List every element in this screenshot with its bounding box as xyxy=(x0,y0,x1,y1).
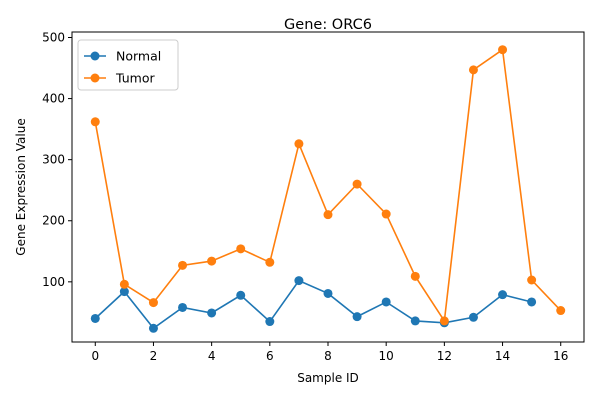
y-tick-label: 500 xyxy=(42,30,65,44)
normal-data-point xyxy=(148,323,158,333)
normal-data-point xyxy=(178,302,188,312)
normal-legend-label: Normal xyxy=(116,49,161,64)
tumor-data-point xyxy=(410,271,420,281)
normal-data-point xyxy=(527,297,537,307)
normal-data-point xyxy=(90,313,100,323)
y-tick-label: 200 xyxy=(42,214,65,228)
tumor-data-point xyxy=(178,260,188,270)
tumor-data-point xyxy=(527,275,537,285)
tumor-data-point xyxy=(90,117,100,127)
normal-series-line xyxy=(94,279,532,330)
normal-data-point xyxy=(381,297,391,307)
normal-data-point xyxy=(323,288,333,298)
normal-legend-marker xyxy=(90,51,100,61)
tumor-data-point xyxy=(323,210,333,220)
tumor-data-point xyxy=(148,298,158,308)
tumor-legend-label: Tumor xyxy=(115,71,155,86)
x-tick-label: 10 xyxy=(379,349,394,363)
tumor-data-point xyxy=(265,257,275,267)
x-tick-label: 6 xyxy=(266,349,274,363)
series-layer xyxy=(90,45,566,333)
normal-data-point xyxy=(352,312,362,322)
tumor-data-point xyxy=(498,45,508,55)
x-tick-label: 14 xyxy=(495,349,510,363)
y-axis-label: Gene Expression Value xyxy=(14,118,28,255)
normal-data-point xyxy=(207,308,217,318)
normal-data-point xyxy=(236,290,246,300)
tumor-legend-marker xyxy=(90,73,100,83)
tumor-data-point xyxy=(381,209,391,219)
normal-data-point xyxy=(468,312,478,322)
tumor-data-point xyxy=(294,139,304,149)
tumor-data-point xyxy=(236,244,246,254)
normal-data-point xyxy=(119,287,129,297)
normal-data-point xyxy=(498,290,508,300)
chart-title: Gene: ORC6 xyxy=(284,17,372,33)
y-tick-label: 400 xyxy=(42,92,65,106)
tumor-data-point xyxy=(468,65,478,75)
x-tick-label: 12 xyxy=(437,349,452,363)
tumor-data-point xyxy=(207,256,217,266)
x-tick-label: 2 xyxy=(150,349,158,363)
tumor-data-point xyxy=(556,306,566,316)
normal-data-point xyxy=(294,276,304,286)
tumor-data-point xyxy=(439,316,449,326)
x-tick-label: 4 xyxy=(208,349,216,363)
x-tick-label: 8 xyxy=(324,349,332,363)
tumor-data-point xyxy=(119,279,129,289)
x-axis-label: Sample ID xyxy=(297,371,359,385)
x-tick-label: 0 xyxy=(91,349,99,363)
legend: Normal Tumor xyxy=(77,39,179,91)
y-tick-label: 300 xyxy=(42,153,65,167)
y-axis-ticks: 100 200 300 400 500 xyxy=(42,30,72,289)
normal-data-point xyxy=(410,316,420,326)
normal-data-point xyxy=(265,317,275,327)
x-tick-label: 16 xyxy=(553,349,568,363)
tumor-data-point xyxy=(352,179,362,189)
y-tick-label: 100 xyxy=(42,275,65,289)
x-axis-ticks: 0 2 4 6 8 10 12 14 16 xyxy=(91,342,568,363)
